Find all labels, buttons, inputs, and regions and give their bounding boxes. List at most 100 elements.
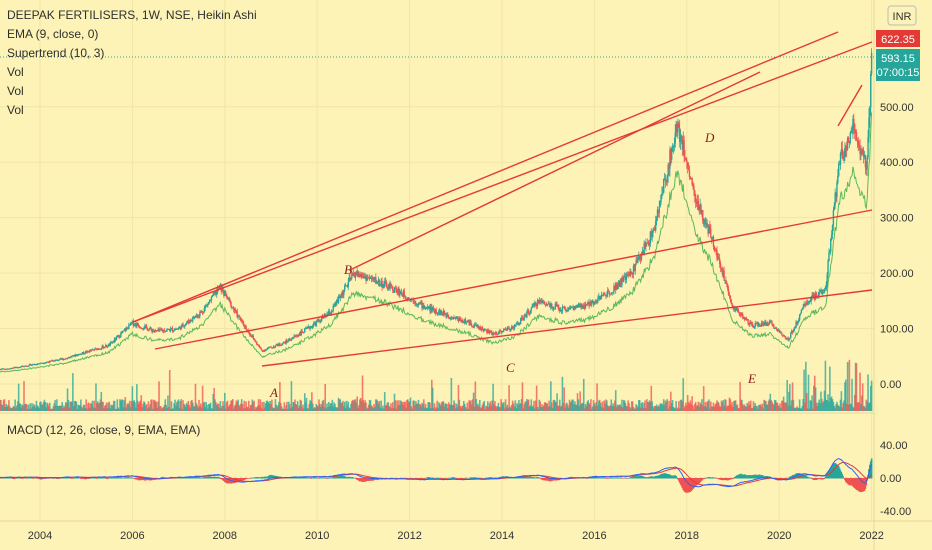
study-ema[interactable]: EMA (9, close, 0) (7, 27, 99, 41)
candle-body (41, 363, 44, 365)
trendlines[interactable] (132, 31, 873, 367)
macd-histogram-bar (733, 476, 736, 479)
volume-bar (181, 408, 183, 411)
grid (0, 0, 874, 521)
macd-histogram-bar (121, 477, 124, 479)
macd-histogram-bar (686, 478, 688, 493)
candle-body (527, 310, 530, 314)
macd-histogram-bar (323, 477, 326, 479)
volume-bar (270, 403, 272, 411)
macd-histogram-bar (757, 474, 759, 479)
macd-histogram-bar (443, 478, 446, 480)
candle-body (50, 360, 53, 362)
volume-bar (599, 402, 602, 411)
candle-body (306, 326, 309, 328)
candle-body (857, 140, 859, 145)
volume-bar (24, 404, 26, 411)
volume-bar (738, 407, 741, 411)
macd-histogram-bar (519, 476, 522, 479)
study-vol-3[interactable]: Vol (7, 103, 24, 117)
study-vol-2[interactable]: Vol (7, 84, 24, 98)
volume-bar (747, 405, 749, 411)
volume-bar (194, 383, 197, 411)
candle-body (433, 310, 436, 314)
macd-histogram-bar (476, 477, 478, 479)
candle-body (251, 335, 254, 338)
trendline[interactable] (837, 84, 863, 127)
volume-bar (321, 401, 324, 411)
macd-histogram-bar (210, 476, 213, 479)
candle-body (183, 326, 185, 328)
volume-bar (49, 408, 52, 411)
volume-bar (251, 399, 254, 411)
volume-bar (764, 400, 766, 411)
candle-body (682, 140, 684, 150)
volume-bar (126, 404, 128, 411)
macd-histogram-bar (659, 474, 661, 479)
volume-bar (463, 403, 466, 411)
trendline[interactable] (154, 209, 873, 350)
candle-body (449, 317, 452, 319)
candle-body (171, 328, 174, 332)
symbol-title[interactable]: DEEPAK FERTILISERS, 1W, NSE, Heikin Ashi (7, 8, 257, 22)
candle-body (142, 328, 144, 330)
upper-price-badge: 622.35 (876, 30, 920, 47)
volume-bar (493, 404, 495, 411)
volume-bar (84, 408, 87, 411)
macd-histogram-bar (849, 478, 852, 486)
macd-histogram-bar (599, 477, 602, 479)
macd-axis[interactable]: 40.000.00-40.00 (880, 440, 911, 518)
volume-bar (763, 399, 765, 411)
currency-badge[interactable]: INR (887, 5, 917, 26)
macd-histogram-bar (859, 478, 861, 492)
macd-title[interactable]: MACD (12, 26, close, 9, EMA, EMA) (7, 423, 201, 437)
macd-histogram-bar (363, 478, 366, 482)
candle-body (454, 317, 456, 319)
candle-body (477, 326, 479, 328)
macd-histogram-bar (50, 477, 53, 479)
macd-histogram-bar (193, 477, 196, 479)
volume-bar (229, 404, 231, 411)
study-supertrend[interactable]: Supertrend (10, 3) (7, 46, 105, 60)
candle-body (513, 325, 516, 329)
trendline[interactable] (132, 41, 873, 323)
volume-bar (239, 403, 242, 411)
macd-histogram-bar (661, 473, 663, 479)
macd-pane[interactable] (0, 458, 874, 493)
candle-body (526, 311, 528, 318)
macd-histogram-bar (851, 478, 853, 486)
volume-bar (28, 408, 31, 411)
volume-bar (423, 407, 426, 411)
trendline[interactable] (132, 31, 839, 323)
study-vol-1[interactable]: Vol (7, 65, 24, 79)
time-axis[interactable]: 2004 2006 2008 2010 2012 2014 2016 2018 2020 2022 (28, 530, 884, 542)
macd-histogram-bar (801, 474, 804, 479)
volume-bar (450, 377, 453, 411)
trendline[interactable] (349, 71, 761, 271)
volume-bar (143, 401, 145, 411)
volume-bar (393, 393, 396, 411)
volume-bar (818, 399, 820, 411)
volume-bar (710, 406, 713, 411)
candle-body (523, 314, 525, 320)
candle-body (554, 303, 557, 309)
volume-bar (363, 403, 366, 411)
macd-histogram-bar (41, 478, 44, 479)
volume-bar (352, 401, 355, 411)
candle-body (256, 344, 259, 346)
volume-bar (590, 408, 593, 411)
candle-body (378, 279, 381, 286)
candle-body (245, 326, 247, 330)
candle-body (739, 313, 741, 315)
volume-bar (638, 400, 641, 411)
macd-histogram-bar (14, 478, 16, 479)
macd-histogram-bar (293, 477, 295, 479)
volume-bar (437, 407, 439, 411)
candle-body (798, 319, 800, 322)
trendline[interactable] (261, 289, 873, 367)
volume-bar (39, 402, 41, 411)
volume-bar (558, 405, 560, 411)
volume-bar (360, 400, 363, 411)
